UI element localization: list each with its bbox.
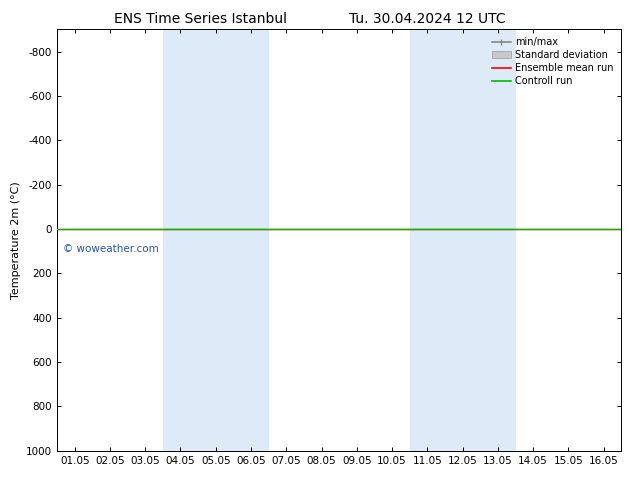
Bar [163, 29, 269, 451]
Text: © woweather.com: © woweather.com [63, 244, 158, 253]
Bar [410, 29, 515, 451]
Legend: min/max, Standard deviation, Ensemble mean run, Controll run: min/max, Standard deviation, Ensemble me… [489, 34, 616, 89]
Text: Tu. 30.04.2024 12 UTC: Tu. 30.04.2024 12 UTC [349, 12, 505, 26]
Y-axis label: Temperature 2m (°C): Temperature 2m (°C) [11, 181, 20, 299]
Text: ENS Time Series Istanbul: ENS Time Series Istanbul [114, 12, 287, 26]
